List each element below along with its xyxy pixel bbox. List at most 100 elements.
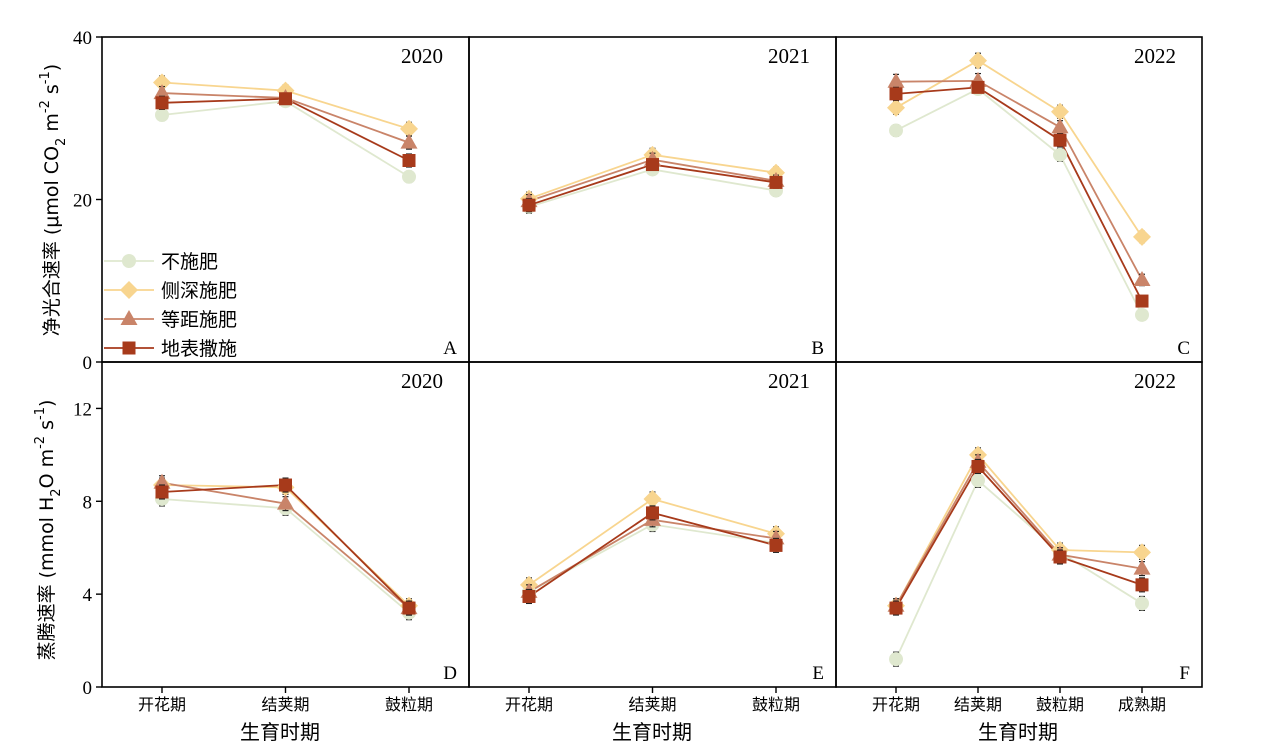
panel-F: 2022 F 开花期 结荚期 鼓粒期 成熟期	[835, 361, 1203, 714]
data-point	[1135, 578, 1149, 592]
data-point	[153, 73, 171, 92]
y-tick-label: 4	[83, 585, 93, 606]
legend-label: 侧深施肥	[161, 280, 237, 302]
year-label: 2020	[401, 369, 443, 393]
panel-letter: B	[811, 338, 824, 359]
series-line	[895, 79, 1143, 281]
data-point	[887, 72, 905, 88]
x-tick-label: 鼓粒期	[1036, 695, 1084, 714]
panel-letter: D	[443, 663, 457, 684]
series-line	[161, 498, 410, 614]
series-line	[895, 478, 1143, 660]
y-tick-label: 40	[73, 28, 92, 49]
panel-C: 2022 C	[835, 36, 1203, 363]
x-tick-label: 结荚期	[628, 695, 676, 714]
year-label: 2020	[401, 44, 443, 68]
panel-E: 2021 E 开花期 结荚期 鼓粒期	[468, 361, 837, 714]
legend-label: 等距施肥	[161, 309, 237, 331]
data-point	[646, 158, 659, 172]
data-point	[1133, 227, 1151, 246]
data-point	[153, 473, 171, 489]
data-point	[1053, 550, 1067, 564]
y-axis-label-top: 净光合速率 (μmol CO2 m-2 s-1)	[38, 64, 69, 336]
data-point	[1053, 147, 1067, 162]
x-tick-label: 结荚期	[261, 695, 309, 714]
data-point	[400, 119, 418, 138]
y-tick-label: 0	[83, 678, 93, 699]
data-point	[646, 506, 659, 520]
data-point	[402, 154, 416, 167]
legend-marker	[122, 254, 136, 268]
data-point	[971, 473, 985, 488]
data-point	[769, 538, 783, 552]
data-point	[155, 96, 169, 110]
y-tick-label: 0	[83, 353, 93, 374]
data-point	[887, 98, 905, 117]
panel-letter: C	[1177, 338, 1190, 359]
series-line	[895, 59, 1143, 238]
data-point	[1051, 118, 1069, 134]
year-label: 2022	[1134, 369, 1176, 393]
panel-B: 2021 B	[468, 36, 837, 363]
panel-D: 2020 D 0 4 8 12 开花期 结荚期 鼓粒期	[73, 361, 470, 714]
series-line	[895, 86, 1143, 302]
x-tick-label: 结荚期	[954, 695, 1002, 714]
data-point	[643, 489, 662, 508]
data-point	[402, 169, 416, 184]
data-point	[889, 87, 903, 101]
panel-frame	[101, 361, 470, 688]
x-tick-label: 开花期	[872, 695, 920, 714]
y-tick-label: 12	[73, 399, 92, 420]
legend-marker	[120, 310, 138, 325]
x-axis-label-middle: 生育时期	[612, 720, 692, 744]
x-axis-label-right: 生育时期	[978, 720, 1058, 744]
year-label: 2021	[768, 44, 810, 68]
panel-letter: A	[443, 338, 457, 359]
x-tick-label: 开花期	[505, 695, 553, 714]
series-line	[161, 100, 410, 178]
data-point	[1135, 596, 1149, 611]
data-point	[522, 198, 536, 212]
panel-letter: E	[812, 663, 824, 684]
data-point	[889, 601, 903, 615]
data-point	[889, 652, 903, 667]
data-point	[153, 84, 171, 100]
legend-marker	[120, 281, 138, 299]
data-point	[971, 459, 985, 473]
y-axis-label-bottom: 蒸腾速率 (mmol H2O m-2 s-1)	[33, 400, 64, 661]
legend-label: 不施肥	[161, 251, 218, 273]
data-point	[1133, 543, 1151, 562]
data-point	[1051, 102, 1069, 121]
data-point	[1135, 294, 1149, 308]
data-point	[1053, 133, 1067, 147]
data-point	[969, 51, 987, 70]
data-point	[279, 92, 292, 106]
data-point	[400, 133, 418, 149]
series-line	[895, 460, 1143, 607]
data-point	[1133, 270, 1151, 286]
y-tick-label: 20	[73, 191, 92, 212]
series-line	[895, 453, 1143, 607]
x-tick-label: 开花期	[138, 695, 186, 714]
data-point	[522, 589, 536, 603]
year-label: 2021	[768, 369, 810, 393]
year-label: 2022	[1134, 44, 1176, 68]
x-tick-label: 鼓粒期	[385, 695, 433, 714]
x-tick-label: 成熟期	[1118, 695, 1166, 714]
data-point	[155, 108, 169, 122]
panel-letter: F	[1179, 663, 1190, 684]
series-line	[895, 87, 1143, 316]
series-line	[895, 464, 1143, 609]
data-point	[1135, 307, 1149, 322]
data-point	[769, 175, 783, 189]
data-point	[277, 494, 294, 510]
x-tick-label: 鼓粒期	[752, 695, 800, 714]
data-point	[155, 485, 169, 499]
panel-A: 2020 A 0 20 40	[73, 28, 470, 374]
legend-marker	[122, 341, 136, 355]
y-tick-label: 8	[83, 492, 93, 513]
data-point	[889, 123, 903, 138]
data-point	[971, 80, 985, 94]
